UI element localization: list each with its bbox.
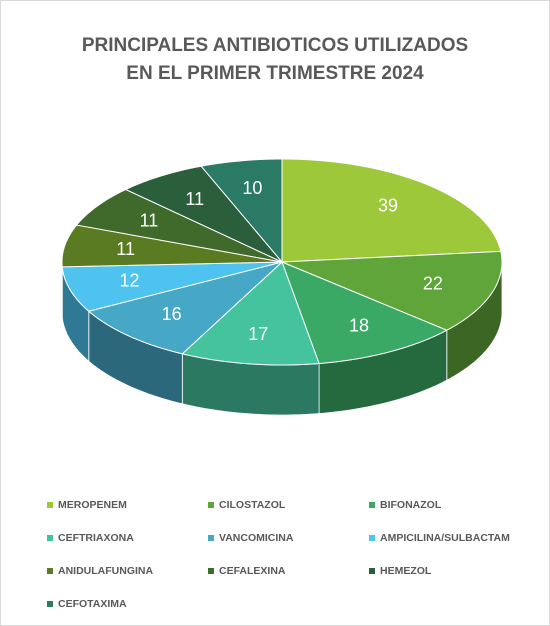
data-label: 16 xyxy=(162,304,182,324)
legend-marker xyxy=(369,568,375,574)
legend-label: CEFALEXINA xyxy=(219,565,286,577)
legend-label: AMPICILINA/SULBACTAM xyxy=(380,532,510,544)
slice xyxy=(181,261,320,366)
legend-label: VANCOMICINA xyxy=(219,532,294,544)
slice xyxy=(87,261,283,355)
slice xyxy=(75,188,283,263)
data-label: 39 xyxy=(378,196,398,216)
data-label: 11 xyxy=(185,189,204,209)
legend-marker xyxy=(208,502,214,508)
data-label: 17 xyxy=(248,324,268,344)
data-label: 18 xyxy=(349,316,369,336)
legend-marker xyxy=(208,535,214,541)
chart-title: EN EL PRIMER TRIMESTRE 2024 xyxy=(126,63,424,84)
legend-label: CEFOTAXIMA xyxy=(58,598,127,610)
slice xyxy=(281,250,503,331)
legend-marker xyxy=(47,601,53,607)
legend-marker xyxy=(369,535,375,541)
legend-marker xyxy=(47,568,53,574)
legend-label: HEMEZOL xyxy=(380,565,432,577)
legend-label: CILOSTAZOL xyxy=(219,499,286,511)
legend-label: MEROPENEM xyxy=(58,499,127,511)
slice xyxy=(124,165,283,263)
slice xyxy=(61,261,283,312)
legend-marker xyxy=(208,568,214,574)
legend-label: BIFONAZOL xyxy=(380,499,442,511)
slice xyxy=(281,261,448,365)
chart-title: PRINCIPALES ANTIBIOTICOS UTILIZADOS xyxy=(82,35,468,56)
slice xyxy=(281,158,502,263)
slice xyxy=(200,158,283,264)
legend-label: ANIDULAFUNGINA xyxy=(58,565,153,577)
legend-marker xyxy=(47,535,53,541)
data-label: 11 xyxy=(140,210,159,230)
legend-label: CEFTRIAXONA xyxy=(58,532,134,544)
slice xyxy=(61,224,283,268)
data-label: 12 xyxy=(119,271,139,291)
legend-marker xyxy=(369,502,375,508)
data-label: 10 xyxy=(242,178,262,198)
data-label: 11 xyxy=(116,239,135,259)
legend-marker xyxy=(47,502,53,508)
data-label: 22 xyxy=(423,273,443,293)
